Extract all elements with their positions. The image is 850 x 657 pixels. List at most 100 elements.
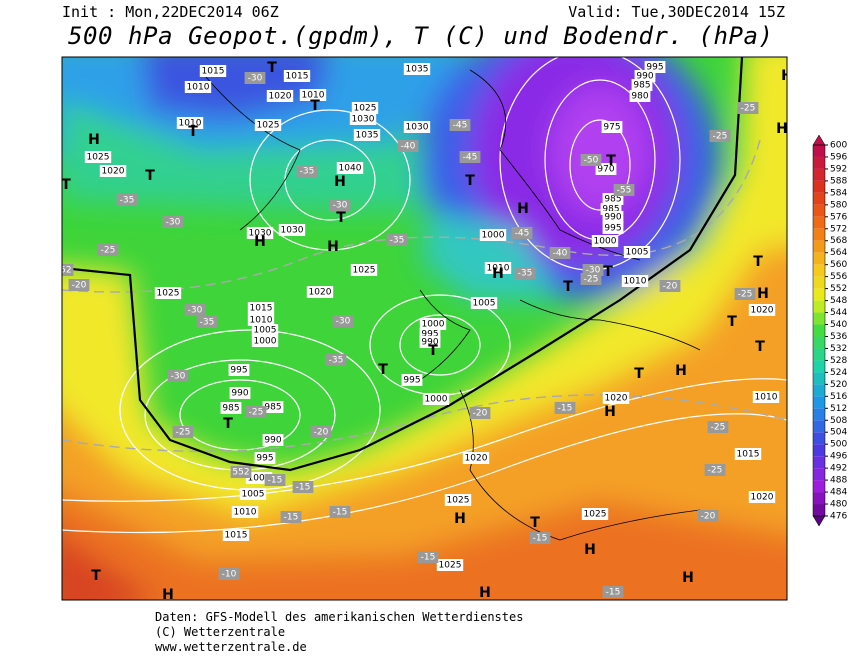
colorbar-cell bbox=[813, 396, 825, 409]
isobar-label: 975 bbox=[603, 123, 620, 133]
colorbar-label: 592 bbox=[830, 164, 847, 174]
isobar-label-box bbox=[462, 452, 490, 464]
pressure-center: T bbox=[223, 416, 233, 432]
pressure-center: H bbox=[162, 587, 174, 603]
isobar-label: 1005 bbox=[254, 326, 277, 336]
temperature-label-box bbox=[97, 244, 119, 256]
pressure-center: T bbox=[753, 254, 763, 270]
pressure-center: T bbox=[428, 343, 438, 359]
colorbar-label: 504 bbox=[830, 428, 847, 438]
isobar-label-box bbox=[591, 235, 619, 247]
isobar-label: 1030 bbox=[406, 123, 429, 133]
colorbar-cell bbox=[813, 492, 825, 505]
footer-source: Daten: GFS-Modell des amerikanischen Wet… bbox=[155, 610, 523, 624]
temperature-label-box bbox=[613, 184, 635, 196]
temperature-label: -35 bbox=[300, 167, 315, 177]
isobar-label: 1025 bbox=[447, 496, 470, 506]
colorbar-cell bbox=[813, 372, 825, 385]
colorbar-label: 544 bbox=[830, 308, 847, 318]
temperature-label-box bbox=[580, 154, 602, 166]
colorbar-label: 584 bbox=[830, 188, 847, 198]
isobar-label: 990 bbox=[264, 436, 281, 446]
colorbar-cell bbox=[813, 444, 825, 457]
isobar-label-box bbox=[631, 79, 653, 91]
temperature-label: -15 bbox=[268, 476, 283, 486]
isobar-label: 1000 bbox=[594, 237, 617, 247]
map-title: 500 hPa Geopot.(gpdm), T (C) und Bodendr… bbox=[68, 22, 773, 50]
temperature-label: -20 bbox=[72, 281, 87, 291]
temperature-label-box bbox=[310, 426, 332, 438]
colorbar-label: 572 bbox=[830, 224, 847, 234]
colorbar-cell bbox=[813, 264, 825, 277]
isobar-label-box bbox=[470, 297, 498, 309]
temperature-label: -25 bbox=[711, 423, 726, 433]
isobar-label-box bbox=[623, 246, 651, 258]
colorbar-frame bbox=[812, 144, 826, 517]
isobar-label-box bbox=[403, 63, 431, 75]
temperature-label: -20 bbox=[701, 512, 716, 522]
isobar-label: 1020 bbox=[465, 454, 488, 464]
isobar-label: 1025 bbox=[354, 104, 377, 114]
isobar-label: 970 bbox=[597, 165, 614, 175]
colorbar-label: 508 bbox=[830, 416, 847, 426]
temperature-label-box bbox=[737, 102, 759, 114]
isobar-label-box bbox=[601, 121, 623, 133]
colorbar-cell bbox=[813, 300, 825, 313]
temperature-label: -15 bbox=[558, 404, 573, 414]
temperature-label-box bbox=[707, 421, 729, 433]
temperature-label-box bbox=[264, 474, 286, 486]
isobar-label: 1000 bbox=[422, 320, 445, 330]
valid-time: Valid: Tue,30DEC2014 15Z bbox=[568, 3, 785, 21]
temperature-label-box bbox=[230, 466, 252, 478]
colorbar-label: 552 bbox=[830, 284, 847, 294]
colorbar-cell bbox=[813, 336, 825, 349]
isobar-label-box bbox=[278, 224, 306, 236]
isobar-label: 985 bbox=[633, 81, 650, 91]
temperature-label-box bbox=[329, 199, 351, 211]
pressure-center: T bbox=[145, 168, 155, 184]
temperature-label: -15 bbox=[606, 588, 621, 598]
colorbar-label: 556 bbox=[830, 272, 847, 282]
temperature-label-box bbox=[332, 315, 354, 327]
isobar-label-box bbox=[84, 151, 112, 163]
isobar-label-box bbox=[262, 401, 284, 413]
colorbar-label: 496 bbox=[830, 452, 847, 462]
isobar-label-box bbox=[484, 262, 512, 274]
temperature-label-box bbox=[511, 227, 533, 239]
colorbar-cell bbox=[813, 216, 825, 229]
colorbar-cell bbox=[813, 228, 825, 241]
temperature-label-box bbox=[68, 279, 90, 291]
isobar-label: 1005 bbox=[626, 248, 649, 258]
temperature-label: 552 bbox=[232, 468, 249, 478]
temperature-label-box bbox=[218, 568, 240, 580]
temperature-label: -25 bbox=[584, 275, 599, 285]
isobar-label-box bbox=[748, 304, 776, 316]
isobar-label-box bbox=[752, 391, 780, 403]
isobar-label-box bbox=[629, 90, 651, 102]
colorbar-label: 596 bbox=[830, 152, 847, 162]
temperature-label: -35 bbox=[200, 318, 215, 328]
temperature-label: -30 bbox=[333, 201, 348, 211]
pressure-center: T bbox=[310, 98, 320, 114]
colorbar-label: 536 bbox=[830, 332, 847, 342]
colorbar-cell bbox=[813, 240, 825, 253]
colorbar-cell bbox=[813, 420, 825, 433]
pressure-center: H bbox=[327, 239, 339, 255]
isobar-label: 995 bbox=[403, 376, 420, 386]
isobar-label-box bbox=[479, 229, 507, 241]
temperature-label-box bbox=[116, 194, 138, 206]
isobar-label: 1020 bbox=[102, 167, 125, 177]
pressure-center: T bbox=[378, 362, 388, 378]
pressure-center: H bbox=[776, 121, 788, 137]
isobar-label: 1010 bbox=[624, 277, 647, 287]
pressure-center: T bbox=[188, 124, 198, 140]
isobar-label-box bbox=[401, 374, 423, 386]
isobar-label-box bbox=[602, 392, 630, 404]
colorbar-bottom-arrow bbox=[812, 515, 826, 527]
colorbar-label: 500 bbox=[830, 440, 847, 450]
isobar-label-box bbox=[247, 302, 275, 314]
isobar-label: 1025 bbox=[157, 289, 180, 299]
isobar-label: 985 bbox=[264, 403, 281, 413]
isobar-label: 995 bbox=[421, 330, 438, 340]
